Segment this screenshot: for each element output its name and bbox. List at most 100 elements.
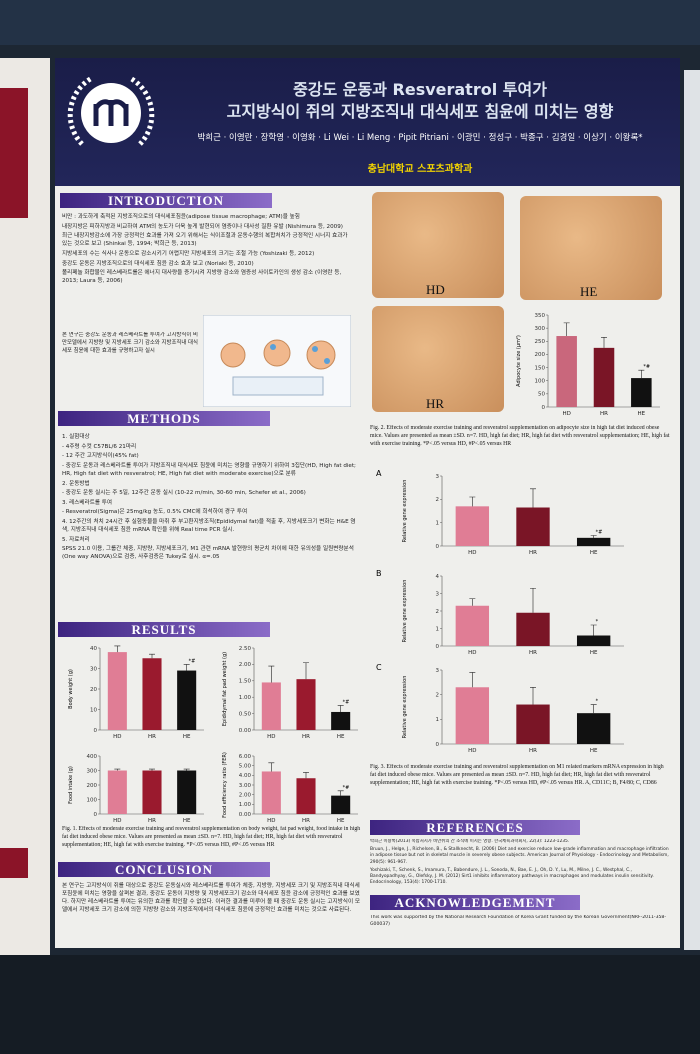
list-item: 내장지방은 피하지방과 비교하여 ATM의 농도가 더욱 높게 발현되어 염증이… [62,223,354,231]
error-bar [530,686,536,705]
error-bar [601,337,607,348]
y-tick-label: 250 [535,339,546,345]
y-tick-label: 100 [87,797,98,803]
y-tick-label: 1.00 [239,802,252,808]
list-item-text: - 중강도 운동 실시는 주 5일, 12주간 운동 실시 (10-22 m/m… [62,490,306,497]
error-bar [268,665,275,683]
y-tick-label: 0.50 [239,711,252,717]
x-tick-label: HE [590,650,598,656]
bar [142,770,162,814]
error-bar [183,664,190,671]
panel-label: B [376,569,382,578]
error-bar [469,598,476,606]
y-tick-label: 1.00 [239,695,252,701]
section-heading: RESULTS [58,622,270,637]
x-tick-label: HD [113,734,121,740]
error-bar [114,768,121,771]
error-bar [337,705,344,712]
y-tick-label: 4 [436,574,440,580]
intro-aim: 본 연구는 중강도 운동과 레스베라트롤 투여가 고지방식이 비만모델에서 지방… [62,332,198,354]
intro-bullets: 비만 : 과도하게 축적된 지방조직으로의 대식세포침윤(adipose tis… [62,213,354,313]
x-tick-label: HE [638,411,646,417]
bar-chart: A Relative gene expression 0 1 2 3 HD HR *# HE [376,469,624,556]
bar [455,506,490,546]
y-tick-label: 300 [87,768,98,774]
y-axis-label: Food intake (g) [68,766,74,804]
bar [593,347,615,407]
list-item: - Resveratrol(Sigma)은 25mg/kg 농도, 0.5% C… [62,508,362,516]
y-tick-label: 50 [538,392,545,398]
section-heading: METHODS [58,411,270,426]
list-item: 중강도 운동은 지방조직으로의 대식세포 침윤 감소 효과 보고 (Noriak… [62,260,354,268]
figure-caption: Fig. 1. Effects of moderate exercise tra… [62,826,361,848]
ceiling [0,0,700,45]
x-tick-label: HR [148,818,156,824]
bar [516,704,550,744]
list-item: 4. 12주간의 처치 24시간 후 실험동물을 마취 후 부고환지방조직(Ep… [62,518,362,534]
x-tick-label: HE [590,550,598,556]
y-axis-label: Adipocyte size (μm²) [516,335,522,387]
list-item: 1. 실험대상 [62,433,362,441]
y-tick-label: 0 [542,405,546,411]
figure-caption: Fig. 3. Effects of moderate exercise tra… [370,764,664,786]
neighbor-block [0,88,28,218]
list-item-text: 내장지방은 피하지방과 비교하여 ATM의 농도가 더욱 높게 발현되어 염증이… [62,223,343,230]
section-heading: CONCLUSION [58,862,270,877]
x-tick-label: HR [529,748,537,754]
x-tick-label: HE [337,818,345,824]
y-tick-label: 1 [436,626,440,632]
y-axis-label: Relative gene expression [402,480,408,543]
list-item: - 4주령 수컷 C57BL/6 21마리 [62,443,362,451]
list-item-text: - 4주령 수컷 C57BL/6 21마리 [62,443,137,450]
list-item-text: - 12 주간 고지방식이(45% fat) [62,453,139,460]
y-tick-label: 2 [436,692,440,698]
list-item-text: 최근 내장지방감소에 가장 긍정적인 효과를 가져 오기 위해서는 식이조절과 … [62,233,348,248]
acknowledgement-text: This work was supported by the National … [370,915,667,927]
micrograph: HR [372,306,504,412]
significance-label: *# [343,785,350,791]
significance-label: * [596,699,599,705]
error-bar [590,624,597,636]
list-item-text: 중강도 운동은 지방조직으로의 대식세포 침윤 감소 효과 보고 (Noriak… [62,260,254,267]
error-bar [469,672,476,688]
y-tick-label: 200 [87,783,98,789]
y-tick-label: 0.00 [239,812,252,818]
error-bar [563,322,570,337]
bar [576,635,611,646]
micrograph-label: HE [580,284,598,299]
neighbor-block [0,848,28,878]
list-item-text: - Resveratrol(Sigma)은 25mg/kg 농도, 0.5% C… [62,509,248,516]
list-item: SPSS 21.0 이용, 그룹간 체중, 지방량, 지방세포크기, M1 관련… [62,545,362,561]
authors: 박희근 · 이영란 · 장학영 · 이영화 · Li Wei · Li Meng… [197,133,643,143]
y-axis-label: Food efficiency ratio (FER) [222,752,228,818]
bar-chart: Body weight (g) 0 10 20 30 40 HD HR *# HE [68,645,204,740]
neighbor-poster [684,70,700,950]
x-tick-label: HD [468,650,476,656]
significance-label: *# [189,658,196,664]
list-item: 최근 내장지방감소에 가장 긍정적인 효과를 가져 오기 위해서는 식이조절과 … [62,232,354,248]
error-bar [337,790,344,796]
error-bar [268,762,275,772]
x-tick-label: HR [529,550,537,556]
y-tick-label: 1.50 [239,679,252,685]
y-tick-label: 350 [535,313,546,319]
bar [556,336,577,407]
x-tick-label: HR [529,650,537,656]
list-item: 박희근 이왕록(2013) 복합처치가 비만쥐의 간 조직에 미치는 영향. 한… [370,839,670,845]
micrograph: HD [372,192,504,298]
section-heading: INTRODUCTION [60,193,272,208]
x-tick-label: HE [590,748,598,754]
y-tick-label: 0.00 [239,728,252,734]
y-tick-label: 100 [535,379,546,385]
y-tick-label: 40 [90,646,97,652]
bar [455,687,490,744]
list-item: 비만 : 과도하게 축적된 지방조직으로의 대식세포침윤(adipose tis… [62,213,354,221]
section-heading: REFERENCES [370,820,580,835]
list-item: - 12 주간 고지방식이(45% fat) [62,452,362,460]
x-tick-label: HR [302,734,310,740]
y-tick-label: 30 [90,666,97,672]
list-item: 2. 운동방법 [62,480,362,488]
list-item: Yoshizaki, T., Schenk, S., Imamura, T., … [370,868,670,887]
x-tick-label: HR [600,411,608,417]
